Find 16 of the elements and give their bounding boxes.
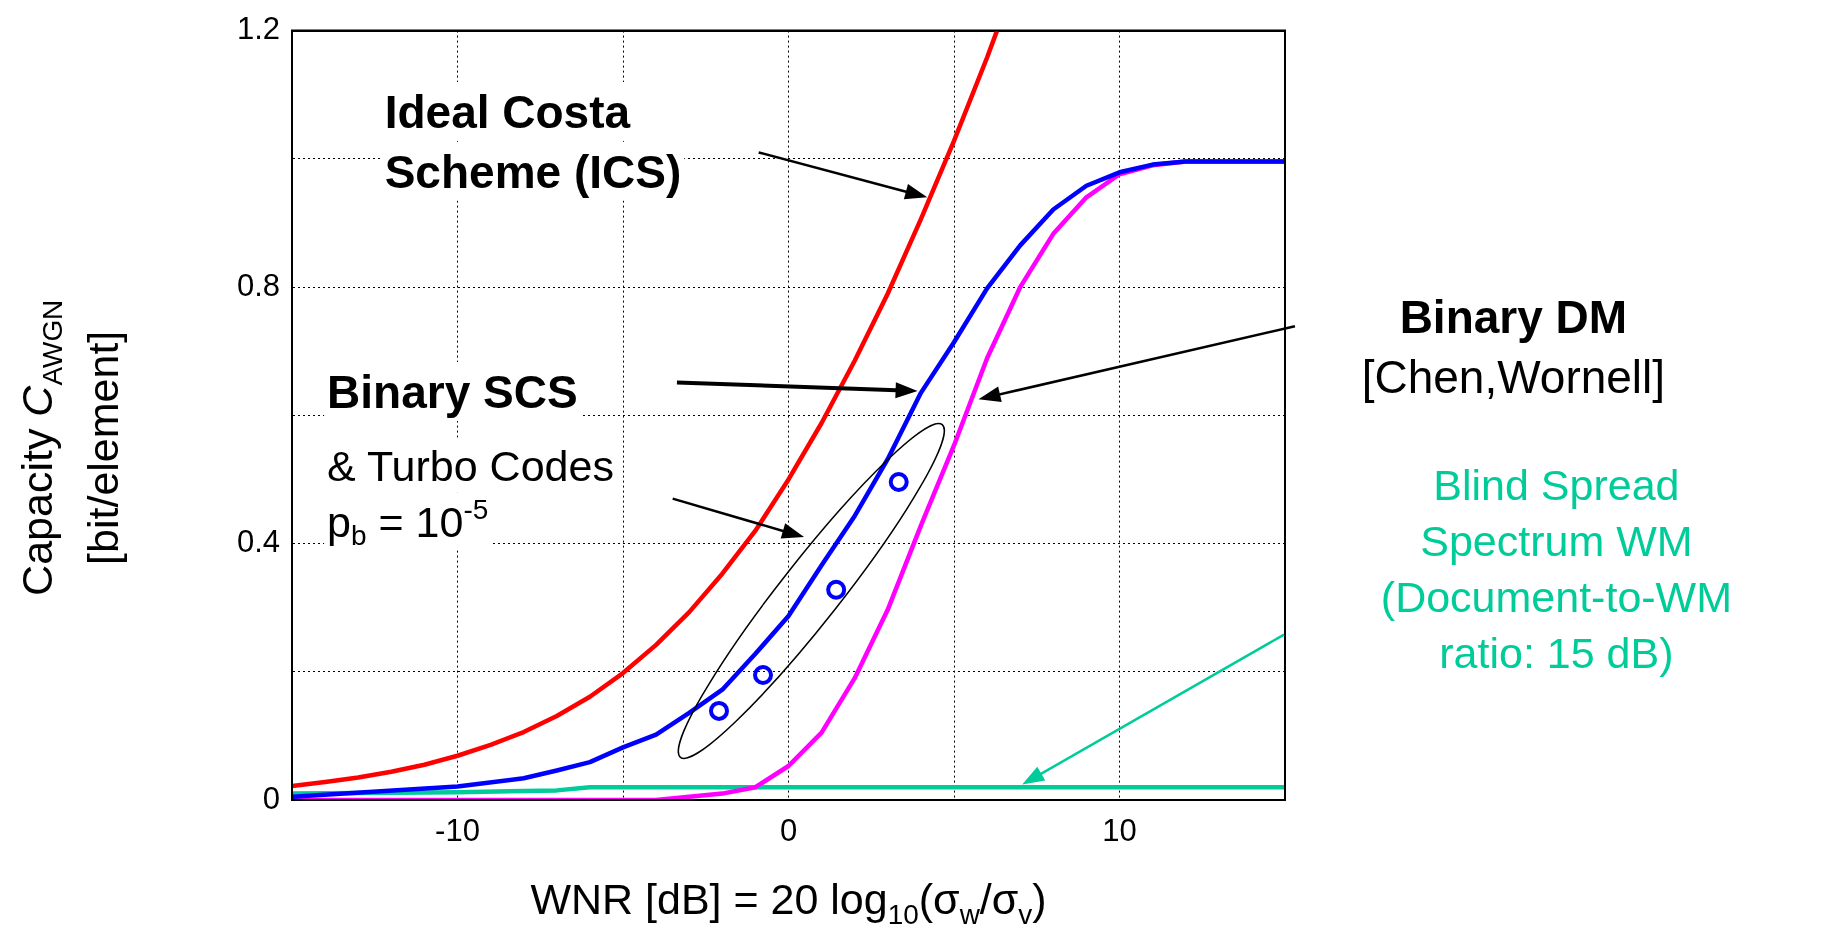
x-tick-label: 10 [1102,813,1137,849]
y-tick-label: 0.4 [236,524,280,560]
annotation: Binary SCS [327,366,578,419]
y-tick-label: 1.2 [236,11,280,47]
x-tick-label: 0 [779,813,798,849]
text: Binary DM [Chen,Wornell] [1361,291,1666,403]
y-tick-label: 0.8 [236,267,280,303]
x-axis-title: WNR [dB] = 20 log$_{10}$(σ$_{w}$/σ$_{v}$) [529,875,1048,931]
point [708,700,729,721]
point [888,471,909,492]
y-tick-label: 0 [262,780,280,816]
x-tick-label: -10 [435,813,480,849]
point [753,664,774,685]
point [826,579,847,600]
text: Blind Spread Spectrum WM (Document-to-WM ratio: 15 dB) [1380,460,1733,677]
annotation: Ideal Costa Scheme (ICS) [384,85,682,198]
